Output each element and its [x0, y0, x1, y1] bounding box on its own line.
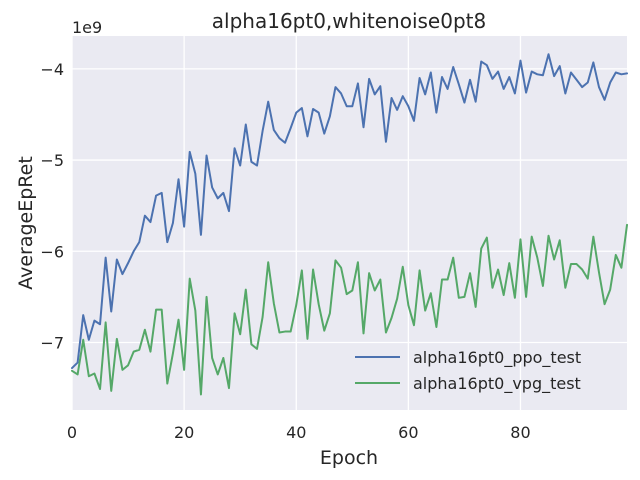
legend-label-vpg: alpha16pt0_vpg_test: [413, 374, 581, 394]
series-lines: [71, 53, 628, 396]
legend: alpha16pt0_ppo_test alpha16pt0_vpg_test: [355, 348, 581, 394]
x-tick-label: 40: [286, 423, 306, 442]
y-tick-label: −6: [40, 242, 64, 261]
y-tick-label: −5: [40, 151, 64, 170]
y-tick-labels: −7 −6 −5 −4: [40, 60, 64, 353]
series-line-ppo: [71, 53, 628, 370]
chart-title: alpha16pt0,whitenoise0pt8: [212, 9, 486, 33]
legend-label-ppo: alpha16pt0_ppo_test: [413, 348, 581, 368]
y-axis-label: AverageEpRet: [15, 156, 37, 290]
series-line-vpg: [71, 223, 628, 396]
y-offset-label: 1e9: [72, 18, 102, 37]
y-tick-label: −7: [40, 333, 64, 352]
x-tick-label: 80: [510, 423, 530, 442]
y-tick-label: −4: [40, 60, 64, 79]
x-axis-label: Epoch: [320, 447, 378, 469]
x-tick-labels: 0 20 40 60 80: [67, 423, 531, 442]
x-tick-label: 0: [67, 423, 77, 442]
x-tick-label: 20: [174, 423, 194, 442]
x-tick-label: 60: [398, 423, 418, 442]
